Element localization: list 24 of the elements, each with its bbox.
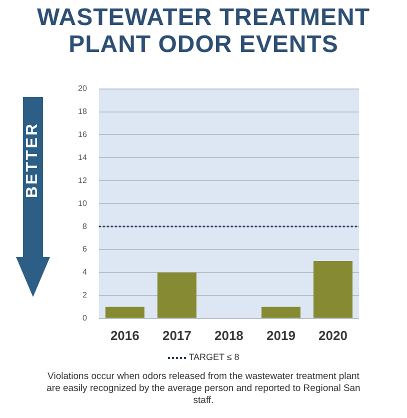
y-tick-label: 20 bbox=[78, 84, 88, 94]
bar bbox=[261, 306, 300, 318]
y-tick-label: 18 bbox=[78, 106, 88, 116]
chart-title: WASTEWATER TREATMENT PLANT ODOR EVENTS bbox=[36, 4, 372, 58]
y-tick-label: 4 bbox=[82, 268, 88, 277]
x-tick-label: 2020 bbox=[318, 328, 348, 343]
text: BETTER bbox=[24, 122, 42, 198]
text: Violations occur when odors released from the wastewater treatment plant are easily recognized by the average person and reported to Regional San staff. bbox=[46, 371, 362, 407]
y-tick-label: 2 bbox=[82, 290, 88, 300]
x-tick-label: 2019 bbox=[266, 328, 296, 343]
x-tick-label: 2017 bbox=[162, 328, 192, 343]
bar bbox=[313, 261, 352, 318]
bar bbox=[105, 306, 144, 318]
y-tick-label: 10 bbox=[78, 198, 88, 208]
y-tick-label: 12 bbox=[78, 176, 88, 185]
bar bbox=[157, 272, 196, 318]
legend-label: TARGET ≤ 8 bbox=[188, 352, 240, 362]
x-tick-label: 2016 bbox=[110, 328, 140, 343]
y-tick-label: 6 bbox=[82, 244, 88, 254]
y-tick-label: 8 bbox=[82, 222, 88, 231]
y-tick-label: 14 bbox=[78, 152, 88, 162]
x-tick-label: 2018 bbox=[214, 328, 244, 343]
y-tick-label: 0 bbox=[82, 314, 88, 323]
y-tick-label: 16 bbox=[78, 130, 88, 139]
